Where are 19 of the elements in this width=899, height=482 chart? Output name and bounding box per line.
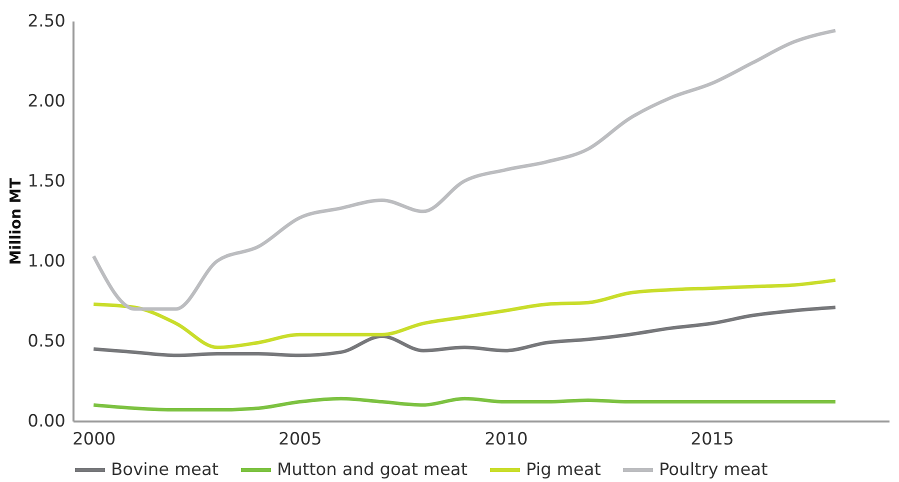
y-tick-label: 0.00 [28,412,66,432]
line-series [92,278,838,350]
legend-label: Pig meat [526,460,602,480]
x-tick-label: 2010 [484,430,528,450]
y-tick-label: 1.00 [28,252,66,272]
line-series [92,396,838,412]
line-series [92,306,838,358]
x-tick-label: 2015 [690,430,734,450]
legend-label: Poultry meat [659,460,768,480]
y-tick-label: 1.50 [28,172,66,192]
y-tick-label: 2.50 [28,12,66,32]
legend-label: Bovine meat [111,460,219,480]
y-tick-label: 0.50 [28,332,66,352]
y-tick-label: 2.00 [28,92,66,112]
legend-label: Mutton and goat meat [277,460,468,480]
x-tick-label: 2005 [278,430,322,450]
line-series [92,28,838,311]
y-axis-title: Million MT [6,177,25,265]
x-tick-label: 2000 [72,430,116,450]
